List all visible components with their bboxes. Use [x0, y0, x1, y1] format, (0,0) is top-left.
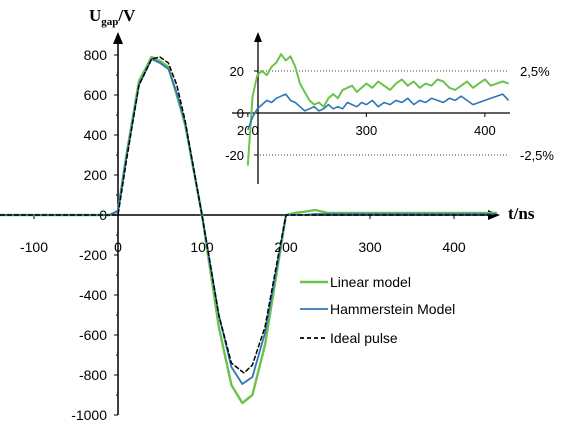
- x-tick-label: 200: [274, 239, 298, 255]
- inset-reference-label: 2,5%: [520, 64, 550, 79]
- y-tick-label: -800: [79, 367, 107, 383]
- y-tick-label: -600: [79, 327, 107, 343]
- series-hammerstein-model: [0, 58, 497, 385]
- inset-series-linear-model: [246, 53, 509, 166]
- x-tick-label: 100: [190, 239, 214, 255]
- y-axis-title: Ugap/V: [89, 6, 136, 28]
- inset-reference-label: -2,5%: [520, 148, 554, 163]
- x-tick-label: 300: [358, 239, 382, 255]
- x-axis-title: t/ns: [508, 204, 535, 223]
- inset-y-arrow: [254, 32, 262, 42]
- y-tick-label: 600: [84, 87, 108, 103]
- series-linear-model: [0, 55, 498, 405]
- legend-label: Hammerstein Model: [330, 301, 455, 317]
- y-axis-arrow: [113, 32, 123, 44]
- x-tick-label: 400: [442, 239, 466, 255]
- y-tick-label: -400: [79, 287, 107, 303]
- inset-y-tick-label: 0: [237, 106, 244, 121]
- x-tick-label: 0: [114, 239, 122, 255]
- y-tick-label: 200: [84, 167, 108, 183]
- legend-label: Ideal pulse: [330, 330, 398, 346]
- series-ideal-pulse: [0, 56, 497, 374]
- y-tick-label: -1000: [71, 407, 107, 423]
- inset-y-tick-label: -20: [225, 148, 244, 163]
- inset-x-tick-label: 400: [474, 123, 496, 138]
- legend-label: Linear model: [330, 274, 411, 290]
- inset-x-tick-label: 200: [237, 123, 259, 138]
- inset-x-tick-label: 300: [355, 123, 377, 138]
- series-lines: [0, 55, 498, 405]
- x-tick-label: -100: [20, 239, 48, 255]
- inset-y-tick-label: 20: [230, 64, 244, 79]
- y-tick-label: -200: [79, 247, 107, 263]
- legend: Linear model Hammerstein Model Ideal pulse: [300, 274, 455, 346]
- y-tick-label: 800: [84, 47, 108, 63]
- inset-series-hammerstein-model: [247, 93, 510, 131]
- y-tick-label: 400: [84, 127, 108, 143]
